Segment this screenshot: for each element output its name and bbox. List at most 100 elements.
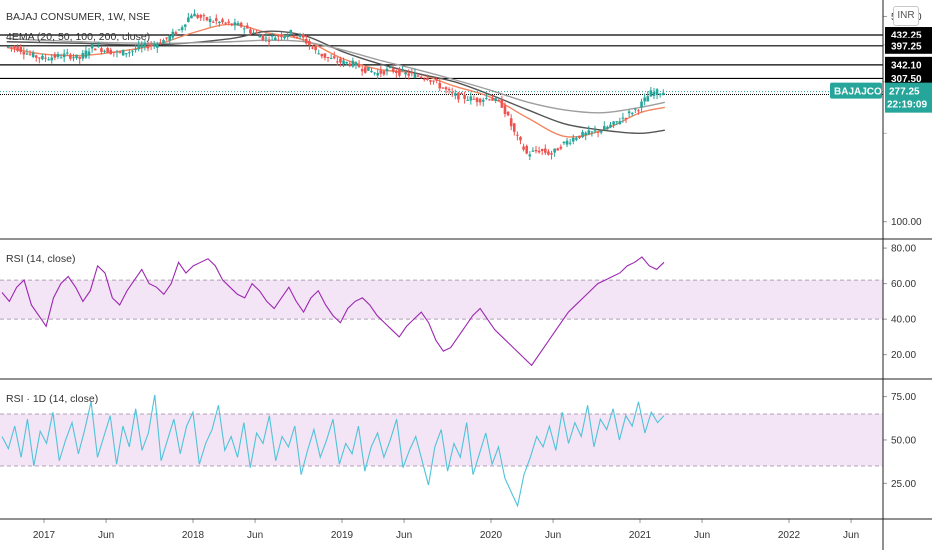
candle-body <box>246 25 249 29</box>
candle-body <box>286 35 289 38</box>
rsi-legend: RSI (14, close) <box>6 253 75 265</box>
level-price-tag-label: 432.25 <box>891 31 922 42</box>
candle-body <box>180 27 184 30</box>
candle-body <box>323 53 327 58</box>
candle-body <box>398 68 401 76</box>
candle-body <box>16 46 19 51</box>
candle-body <box>497 100 501 102</box>
candle-body <box>547 151 550 155</box>
candle-body <box>171 31 175 38</box>
candle-body <box>658 93 662 95</box>
last-price-label: 277.25 <box>889 87 920 98</box>
rsi-y-tick-label: 80.00 <box>891 244 916 255</box>
candle-body <box>28 53 32 55</box>
candle-body <box>481 99 485 102</box>
candle-body <box>612 121 615 125</box>
candle-body <box>395 71 398 74</box>
candle-body <box>84 50 88 58</box>
candle-body <box>627 111 631 114</box>
rsi-pane[interactable]: 80.00 60.00 40.00 20.00 <box>0 244 916 367</box>
candle-body <box>404 72 407 75</box>
candle-body <box>525 145 528 154</box>
candle-body <box>640 101 643 108</box>
currency-button[interactable]: INR <box>893 6 919 26</box>
candle-body <box>252 32 255 34</box>
candle-body <box>478 98 482 103</box>
candle-body <box>512 123 516 132</box>
candle-body <box>128 52 131 54</box>
candle-body <box>218 21 221 24</box>
candle-body <box>332 56 336 59</box>
x-tick-label: Jun <box>694 530 710 541</box>
candle-body <box>19 47 23 53</box>
candle-body <box>447 88 451 91</box>
candle-body <box>463 94 466 99</box>
candle-body <box>112 51 116 53</box>
candle-body <box>531 150 535 152</box>
candle-body <box>53 54 57 58</box>
candle-body <box>500 99 504 108</box>
candle-body <box>280 35 283 38</box>
level-price-tag-label: 307.50 <box>891 74 922 85</box>
candle-body <box>556 148 560 151</box>
candle-body <box>578 135 581 139</box>
candle-body <box>236 23 240 26</box>
candle-body <box>140 45 144 48</box>
candle-body <box>13 46 16 49</box>
rsi-1d-y-tick-label: 25.00 <box>891 479 916 490</box>
price-pane[interactable]: 500.00100.00432.25397.25342.10307.50271.… <box>0 9 932 228</box>
candle-body <box>360 68 364 72</box>
candle-body <box>90 44 94 49</box>
candle-body <box>544 148 547 153</box>
candle-body <box>106 47 109 53</box>
countdown-label: 22:19:09 <box>887 100 927 111</box>
candle-body <box>385 68 389 72</box>
rsi-y-tick-label: 20.00 <box>891 350 916 361</box>
ema-line-2 <box>6 30 665 135</box>
candle-body <box>519 137 522 141</box>
candle-body <box>553 148 556 153</box>
candle-body <box>81 52 85 59</box>
rsi-y-tick-label: 40.00 <box>891 315 916 326</box>
candle-body <box>637 110 640 112</box>
candle-body <box>159 42 162 44</box>
candle-body <box>183 24 187 27</box>
candle-body <box>25 53 29 55</box>
candle-body <box>93 48 97 51</box>
candle-body <box>295 36 299 38</box>
candle-body <box>267 40 271 42</box>
x-tick-label: Jun <box>545 530 561 541</box>
candle-body <box>298 35 302 37</box>
x-tick-label: 2022 <box>778 530 801 541</box>
candle-body <box>422 78 426 80</box>
candle-body <box>559 146 563 149</box>
candle-body <box>100 48 103 52</box>
rsi-1d-pane[interactable]: 75.00 50.00 25.00 <box>0 392 916 508</box>
time-axis[interactable]: 2017 Jun 2018 Jun 2019 Jun 2020 Jun 2021 Jun 2022 J… <box>33 519 859 541</box>
candle-body <box>270 35 274 37</box>
candle-body <box>199 14 203 18</box>
candle-body <box>214 18 218 21</box>
candle-body <box>69 54 72 59</box>
candle-body <box>587 130 591 135</box>
rsi-y-tick-label: 60.00 <box>891 279 916 290</box>
candle-body <box>599 131 603 133</box>
candle-body <box>162 40 165 44</box>
candle-body <box>31 52 35 57</box>
candle-body <box>391 68 395 72</box>
candle-body <box>193 13 196 17</box>
candle-body <box>509 118 513 127</box>
candle-body <box>441 87 445 89</box>
candle-body <box>528 154 532 157</box>
candle-body <box>472 98 476 100</box>
candle-body <box>426 77 429 81</box>
candle-body <box>438 82 442 89</box>
candle-body <box>264 37 268 39</box>
candle-body <box>342 60 345 65</box>
candle-body <box>50 57 54 61</box>
candle-body <box>466 99 470 101</box>
candle-body <box>187 17 190 22</box>
candle-body <box>435 79 438 81</box>
